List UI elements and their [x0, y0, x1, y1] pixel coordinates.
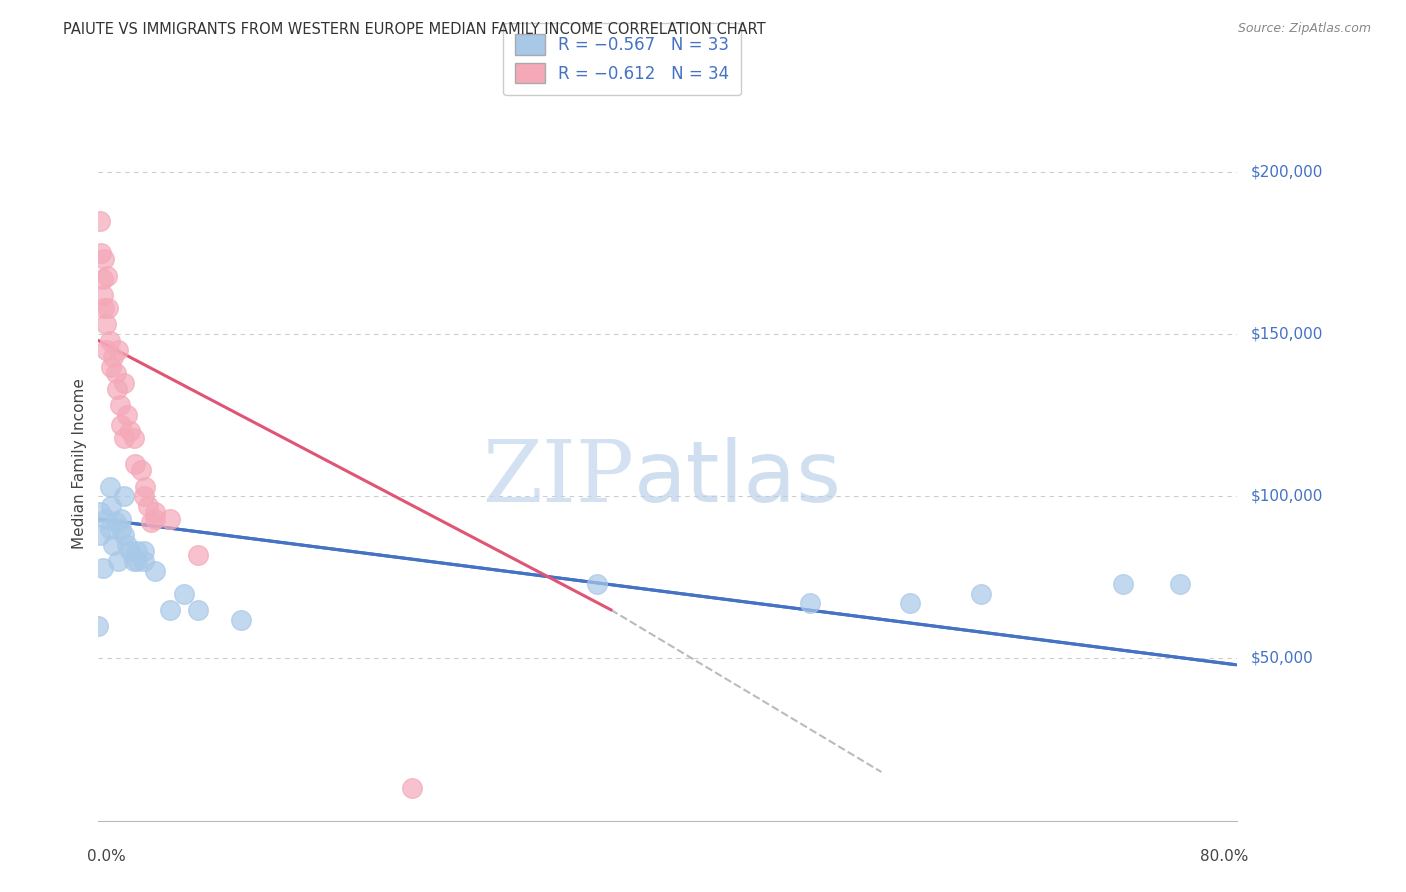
Point [100, 359, 122, 374]
Point [101, 350, 124, 364]
Point [132, 544, 155, 558]
Point [104, 366, 127, 380]
Point [98, 334, 121, 348]
Point [139, 515, 162, 529]
Point [136, 499, 159, 513]
Point [115, 408, 138, 422]
Point [125, 554, 148, 568]
Point [112, 489, 135, 503]
Point [94, 512, 117, 526]
Point [112, 528, 135, 542]
Text: $50,000: $50,000 [1251, 651, 1315, 666]
Text: $150,000: $150,000 [1251, 326, 1323, 342]
Point [112, 376, 135, 390]
Point [129, 463, 152, 477]
Point [101, 538, 124, 552]
Point [132, 554, 155, 568]
Point [96, 268, 118, 283]
Point [229, 613, 252, 627]
Text: ZIP: ZIP [482, 436, 634, 520]
Point [97, 301, 120, 315]
Point [115, 538, 138, 552]
Legend: R = −0.567   N = 33, R = −0.612   N = 34: R = −0.567 N = 33, R = −0.612 N = 34 [503, 22, 741, 95]
Text: 0.0%: 0.0% [87, 849, 125, 864]
Point [108, 399, 131, 413]
Point [799, 596, 821, 610]
Point [145, 512, 167, 526]
Point [970, 586, 993, 600]
Text: $200,000: $200,000 [1251, 164, 1323, 179]
Point [585, 577, 607, 591]
Point [89, 506, 111, 520]
Point [87, 619, 110, 633]
Point [187, 603, 209, 617]
Text: 80.0%: 80.0% [1201, 849, 1249, 864]
Point [98, 522, 121, 536]
Point [1170, 577, 1192, 591]
Point [107, 343, 129, 358]
Point [159, 512, 181, 526]
Y-axis label: Median Family Income: Median Family Income [72, 378, 87, 549]
Point [93, 301, 115, 315]
Point [110, 522, 132, 536]
Point [107, 554, 129, 568]
Point [93, 252, 115, 267]
Point [91, 272, 114, 286]
Point [91, 560, 114, 574]
Text: $100,000: $100,000 [1251, 489, 1323, 504]
Point [134, 479, 156, 493]
Point [173, 586, 195, 600]
Point [112, 431, 135, 445]
Point [94, 343, 117, 358]
Point [159, 603, 181, 617]
Point [98, 479, 121, 493]
Point [91, 288, 114, 302]
Point [94, 318, 117, 332]
Point [132, 489, 155, 503]
Point [401, 781, 423, 796]
Point [122, 554, 145, 568]
Point [1112, 577, 1135, 591]
Point [145, 564, 167, 578]
Point [104, 515, 127, 529]
Text: Source: ZipAtlas.com: Source: ZipAtlas.com [1237, 22, 1371, 36]
Point [118, 425, 141, 439]
Point [89, 528, 111, 542]
Point [110, 512, 132, 526]
Text: PAIUTE VS IMMIGRANTS FROM WESTERN EUROPE MEDIAN FAMILY INCOME CORRELATION CHART: PAIUTE VS IMMIGRANTS FROM WESTERN EUROPE… [63, 22, 766, 37]
Point [100, 499, 122, 513]
Point [898, 596, 921, 610]
Point [110, 417, 132, 432]
Point [105, 382, 128, 396]
Point [145, 506, 167, 520]
Point [124, 457, 146, 471]
Point [118, 544, 141, 558]
Point [125, 544, 148, 558]
Point [90, 246, 112, 260]
Point [187, 548, 209, 562]
Point [89, 213, 111, 227]
Point [122, 431, 145, 445]
Text: atlas: atlas [634, 436, 842, 520]
